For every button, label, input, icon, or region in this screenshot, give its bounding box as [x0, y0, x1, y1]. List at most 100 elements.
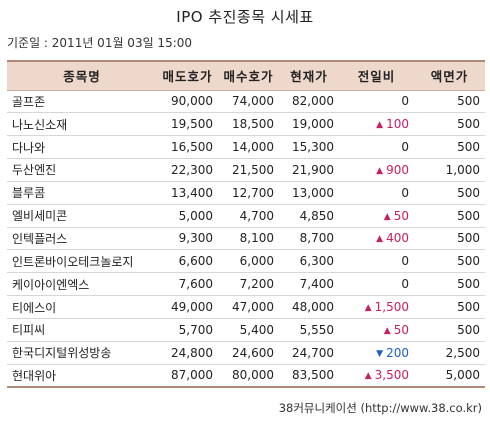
par-value-cell: 500: [414, 227, 485, 251]
table-row: 골프존 90,000 74,000 82,000 0 500: [7, 90, 485, 114]
base-date-label: 기준일 : 2011년 01월 03일 15:00: [7, 36, 193, 50]
stock-name-cell: 엘비세미콘: [7, 204, 157, 228]
stock-name-cell-text: 다나와: [12, 140, 46, 155]
ask-price-cell-text: 87,000: [171, 368, 213, 383]
change-cell-text: 0: [401, 94, 409, 109]
current-price-cell-text: 19,000: [292, 117, 334, 132]
stock-name-cell-text: 인트론바이오테크놀로지: [12, 254, 134, 269]
ask-price-cell-text: 5,700: [178, 322, 213, 337]
par-value-cell: 500: [414, 249, 485, 274]
stock-name-cell: 골프존: [7, 90, 157, 114]
ask-price-cell: 5,700: [157, 318, 218, 342]
par-value-cell-text: 500: [457, 117, 480, 132]
stock-name-cell-text: 티피씨: [12, 323, 46, 338]
stock-name-cell-text: 나노신소재: [12, 117, 68, 132]
up-triangle-icon: ▲: [364, 371, 372, 382]
ask-price-cell: 5,000: [157, 204, 218, 228]
par-value-cell: 500: [414, 135, 485, 160]
table-row: 현대위아 87,000 80,000 83,500 ▲ 3,500 5,000: [7, 364, 485, 388]
ask-price-cell-text: 6,600: [178, 254, 213, 269]
change-cell: 0: [339, 181, 414, 205]
bid-price-cell-text: 24,600: [232, 345, 274, 360]
par-value-cell-text: 500: [457, 300, 480, 315]
ask-price-cell-text: 7,600: [178, 277, 213, 292]
table-row: 블루콤 13,400 12,700 13,000 0 500: [7, 181, 485, 205]
ask-price-cell-text: 19,500: [171, 117, 213, 132]
bid-price-cell-text: 5,400: [239, 322, 274, 337]
ask-price-cell-text: 13,400: [171, 185, 213, 200]
par-value-cell-text: 500: [457, 277, 480, 292]
ask-price-cell-text: 16,500: [171, 140, 213, 155]
current-price-cell-text: 13,000: [292, 185, 334, 200]
up-triangle-icon: ▲: [376, 234, 384, 245]
current-price-cell: 4,850: [279, 204, 339, 228]
table-row: 티에스이 49,000 47,000 48,000 ▲ 1,500 500: [7, 295, 485, 319]
column-header-ask: 매도호가: [157, 60, 218, 91]
current-price-cell: 83,500: [279, 364, 339, 388]
stock-name-cell: 한국디지털위성방송: [7, 341, 157, 365]
current-price-cell-text: 82,000: [292, 94, 334, 109]
bid-price-cell: 74,000: [218, 90, 279, 114]
stock-name-cell: 현대위아: [7, 364, 157, 388]
current-price-cell: 82,000: [279, 90, 339, 114]
current-price-cell: 24,700: [279, 341, 339, 365]
par-value-cell-text: 2,500: [445, 345, 480, 360]
change-cell: ▲ 50: [339, 318, 414, 342]
bid-price-cell-text: 7,200: [239, 277, 274, 292]
bid-price-cell-text: 80,000: [232, 368, 274, 383]
current-price-cell-text: 8,700: [299, 231, 334, 246]
ask-price-cell: 87,000: [157, 364, 218, 388]
stock-name-cell-text: 한국디지털위성방송: [12, 346, 112, 361]
page-title: IPO 추진종목 시세표: [176, 8, 314, 26]
change-cell: 0: [339, 249, 414, 274]
par-value-cell: 500: [414, 112, 485, 137]
current-price-cell: 48,000: [279, 295, 339, 319]
change-cell: ▲ 100: [339, 112, 414, 137]
bid-price-cell: 14,000: [218, 135, 279, 160]
change-cell-text: 0: [401, 254, 409, 269]
up-triangle-icon: ▲: [364, 303, 372, 314]
change-cell-text: 100: [386, 117, 409, 132]
par-value-cell-text: 500: [457, 185, 480, 200]
par-value-cell-text: 500: [457, 231, 480, 246]
par-value-cell: 2,500: [414, 341, 485, 365]
ask-price-cell: 13,400: [157, 181, 218, 205]
ask-price-cell: 22,300: [157, 158, 218, 182]
current-price-cell-text: 15,300: [292, 140, 334, 155]
bid-price-cell-text: 18,500: [232, 117, 274, 132]
stock-name-cell-text: 블루콤: [12, 186, 46, 201]
bid-price-cell-text: 8,100: [239, 231, 274, 246]
stock-name-cell-text: 골프존: [12, 94, 46, 109]
current-price-cell: 21,900: [279, 158, 339, 182]
ask-price-cell-text: 5,000: [178, 208, 213, 223]
stock-name-cell: 두산엔진: [7, 158, 157, 182]
current-price-cell: 15,300: [279, 135, 339, 160]
par-value-cell: 5,000: [414, 364, 485, 388]
current-price-cell: 19,000: [279, 112, 339, 137]
change-cell-text: 900: [386, 162, 409, 177]
bid-price-cell-text: 14,000: [232, 140, 274, 155]
ask-price-cell-text: 9,300: [178, 231, 213, 246]
bid-price-cell-text: 6,000: [239, 254, 274, 269]
bid-price-cell: 4,700: [218, 204, 279, 228]
par-value-cell: 500: [414, 295, 485, 319]
table-row: 두산엔진 22,300 21,500 21,900 ▲ 900 1,000: [7, 158, 485, 182]
stock-name-cell: 다나와: [7, 135, 157, 160]
current-price-cell: 5,550: [279, 318, 339, 342]
change-cell: ▼ 200: [339, 341, 414, 365]
par-value-cell: 500: [414, 204, 485, 228]
change-cell-text: 50: [393, 322, 409, 337]
table-row: 엘비세미콘 5,000 4,700 4,850 ▲ 50 500: [7, 204, 485, 228]
change-cell: 0: [339, 135, 414, 160]
up-triangle-icon: ▲: [376, 120, 384, 131]
ask-price-cell: 24,800: [157, 341, 218, 365]
bid-price-cell-text: 74,000: [232, 94, 274, 109]
stock-name-cell: 인텍플러스: [7, 227, 157, 251]
column-header-change: 전일비: [339, 60, 414, 91]
bid-price-cell: 8,100: [218, 227, 279, 251]
up-triangle-icon: ▲: [383, 211, 391, 222]
stock-name-cell-text: 케이아이엔엑스: [12, 277, 90, 292]
ask-price-cell: 16,500: [157, 135, 218, 160]
table-header-row: 종목명 매도호가 매수호가 현재가 전일비 액면가: [7, 60, 485, 91]
current-price-cell-text: 48,000: [292, 300, 334, 315]
